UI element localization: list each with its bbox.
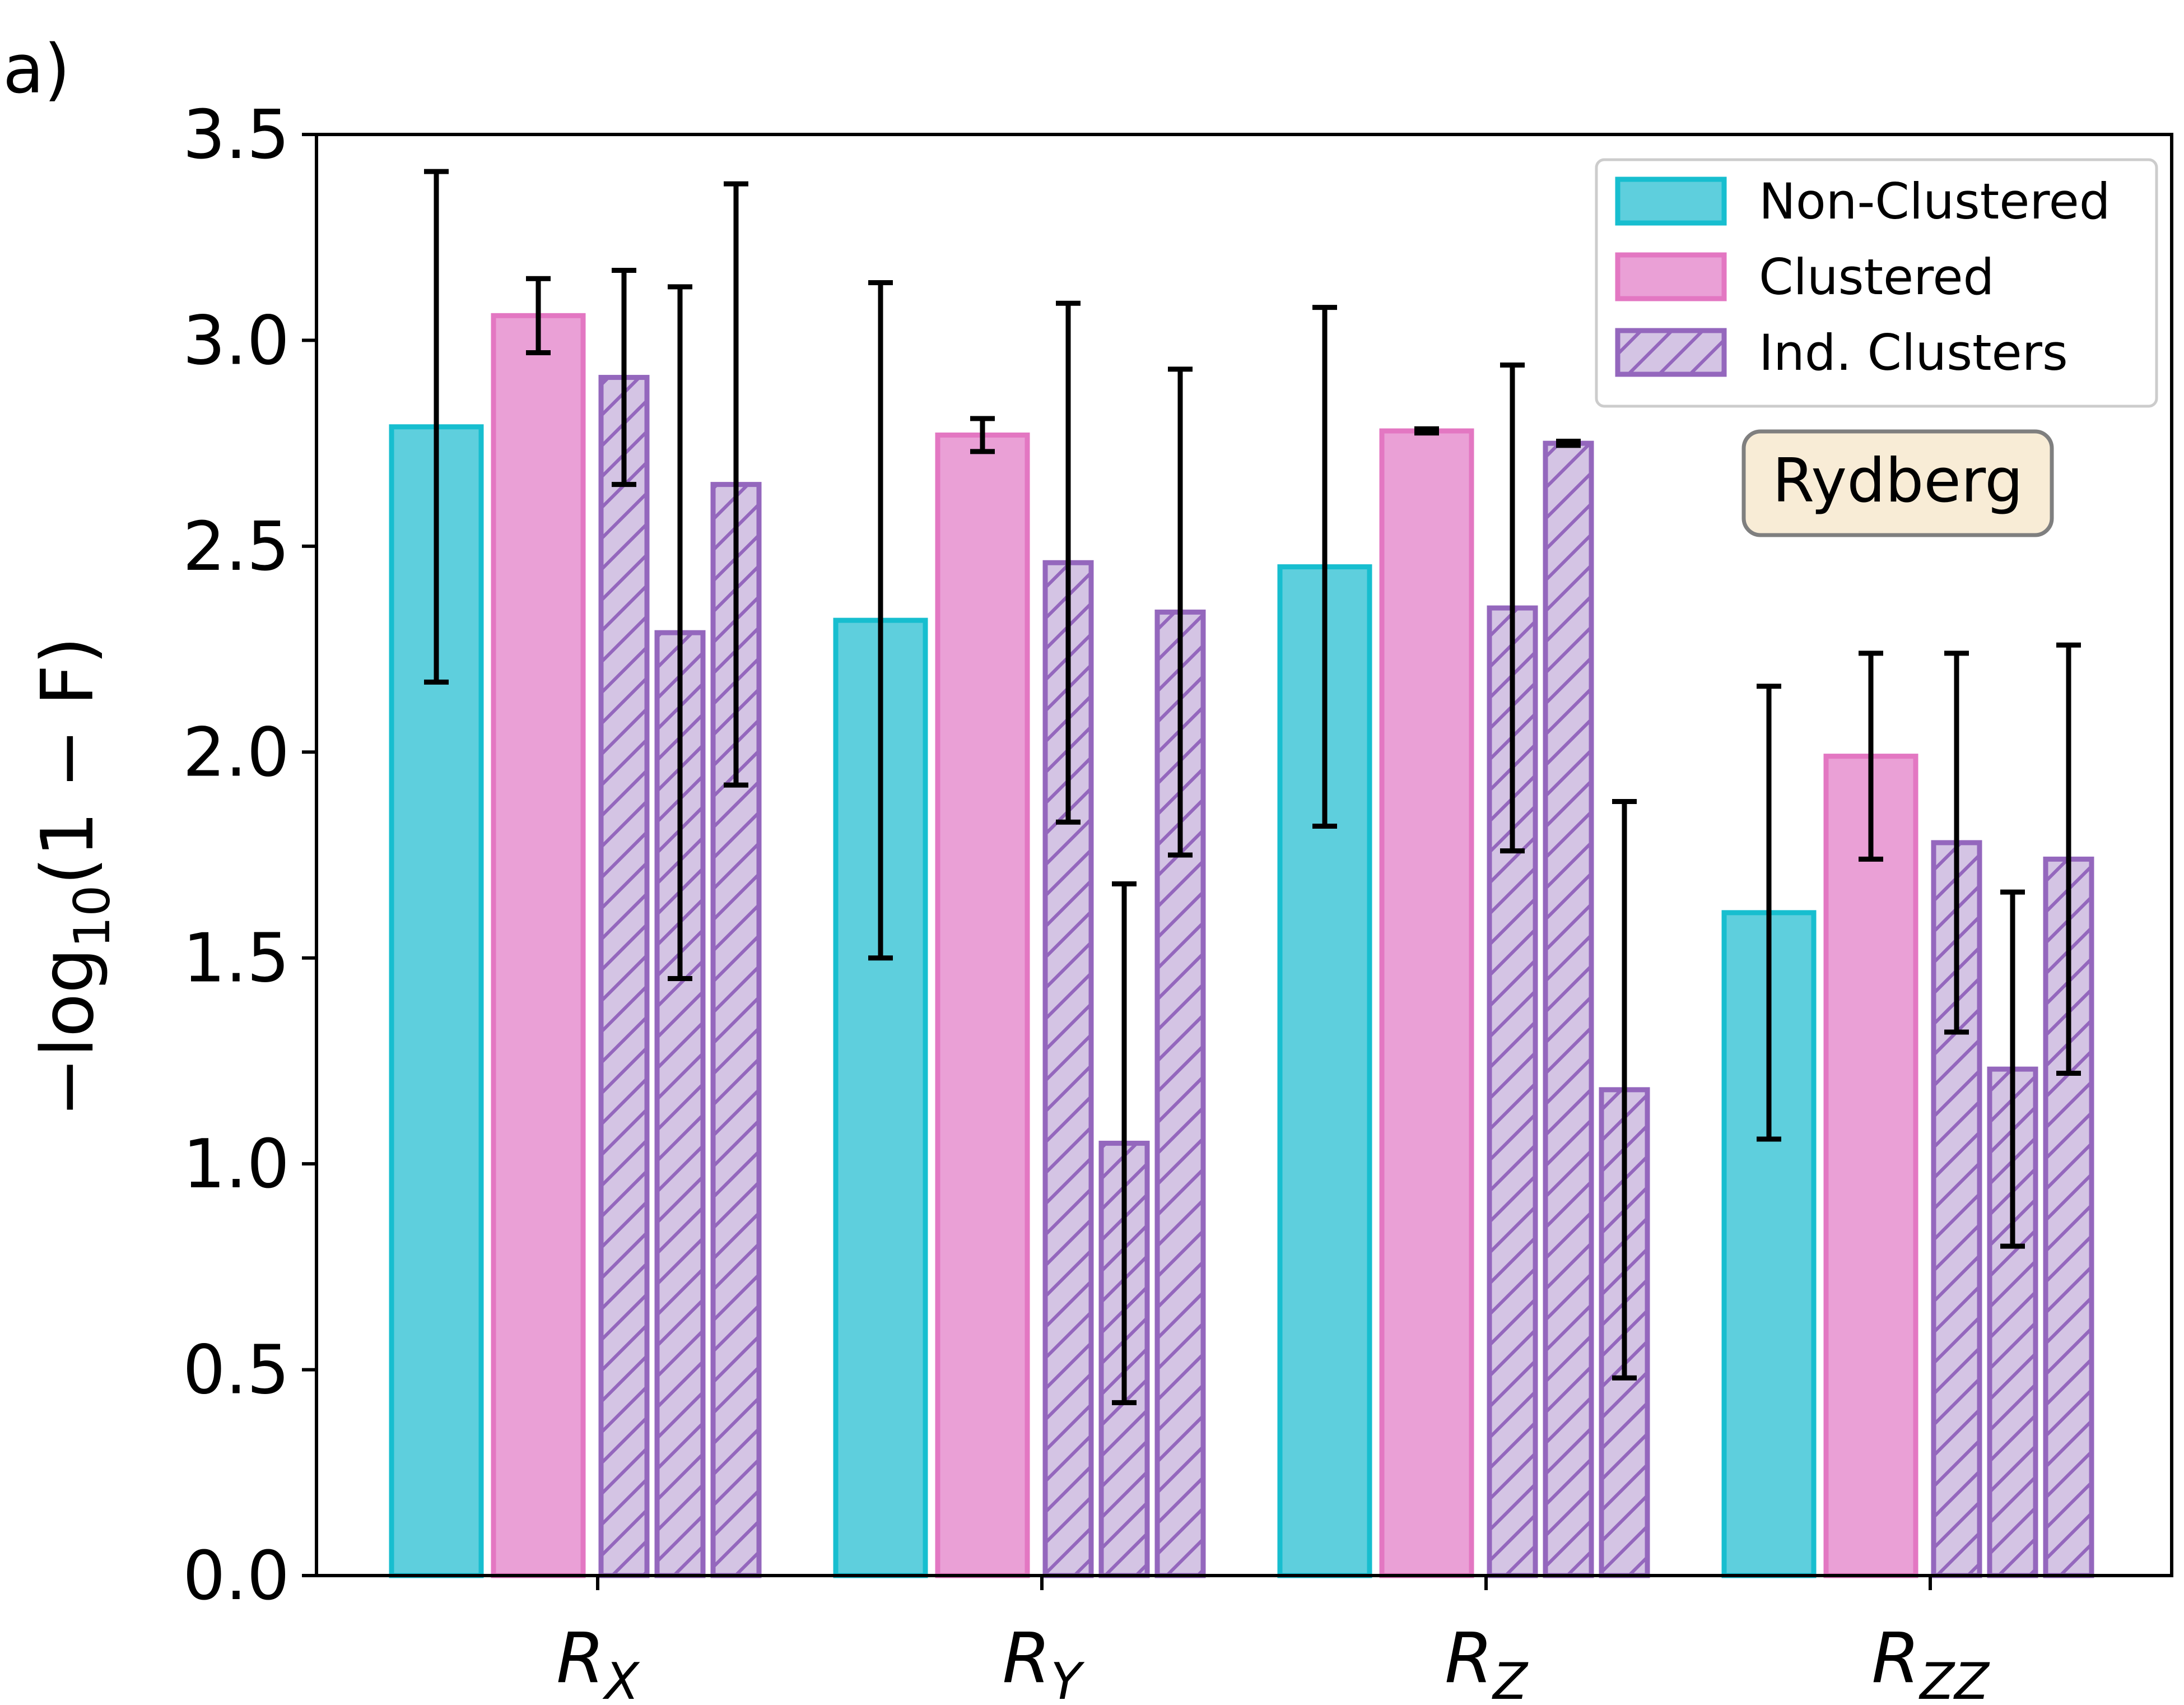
legend: Non-Clustered Clustered Ind. Clusters [1595,158,2158,408]
annotation-badge-box [1741,429,2054,537]
y-tick-label-3: 1.5 [183,920,290,998]
y-tick-label-0: 0.0 [183,1537,290,1615]
bar-ind-clusters-1-cat1 [598,375,650,1578]
y-axis-label: −log10(1 − F) [26,637,121,1117]
y-tick-label-7: 3.5 [183,96,290,174]
plot-frame [315,133,2173,1577]
x-tick-label-3: RZ [1445,1618,1529,1702]
legend-swatch-clustered [1615,252,1727,301]
y-tick-label-2: 1.0 [183,1126,290,1204]
legend-label-ind-clusters: Ind. Clusters [1759,324,2068,382]
y-axis-label-subscript: 10 [63,885,121,948]
y-tick-label-1: 0.5 [183,1332,290,1410]
panel-label: a) [3,31,70,109]
bar-clustered-cat2 [935,432,1030,1578]
svg-text:−log10(1 − F): −log10(1 − F) [26,637,121,1117]
annotation-text: Rydberg [1772,446,2023,516]
legend-label-non-clustered: Non-Clustered [1759,173,2111,230]
legend-swatch-non-clustered [1615,176,1727,226]
y-axis-label-suffix: (1 − F) [26,637,110,885]
x-tick-label-1: RX [556,1618,640,1702]
annotation-badge: Rydberg [1741,429,2054,537]
y-tick-label-6: 3.0 [183,302,290,380]
y-tick-label-4: 2.0 [183,714,290,792]
legend-frame [1595,158,2158,408]
y-axis-label-prefix: −log [26,948,110,1117]
bar-clustered-cat3 [1379,428,1474,1578]
legend-label-clustered: Clustered [1759,248,1994,306]
bar-ind-clusters-2-cat3 [1543,440,1594,1578]
x-tick-label-4: RZZ [1871,1618,1990,1702]
bar-clustered-cat4 [1823,754,1918,1578]
x-tick-label-2: RY [1002,1618,1084,1702]
y-tick-label-5: 2.5 [183,508,290,586]
bar-clustered-cat1 [491,313,586,1578]
legend-swatch-ind-clusters [1615,328,1727,377]
